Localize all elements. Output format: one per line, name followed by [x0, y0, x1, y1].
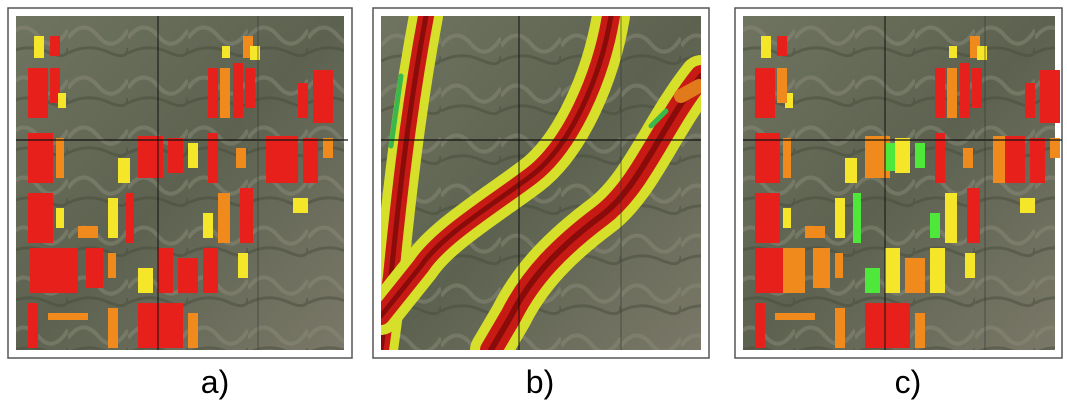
map-b	[372, 7, 710, 359]
recolored-blocks	[755, 68, 1005, 293]
maps	[7, 7, 1063, 359]
map-a	[7, 7, 353, 359]
panel-label: b)	[525, 364, 555, 400]
panel-label: c)	[894, 364, 922, 400]
panel-label: a)	[200, 364, 230, 400]
map-c	[734, 7, 1063, 359]
river-bands	[381, 16, 701, 350]
